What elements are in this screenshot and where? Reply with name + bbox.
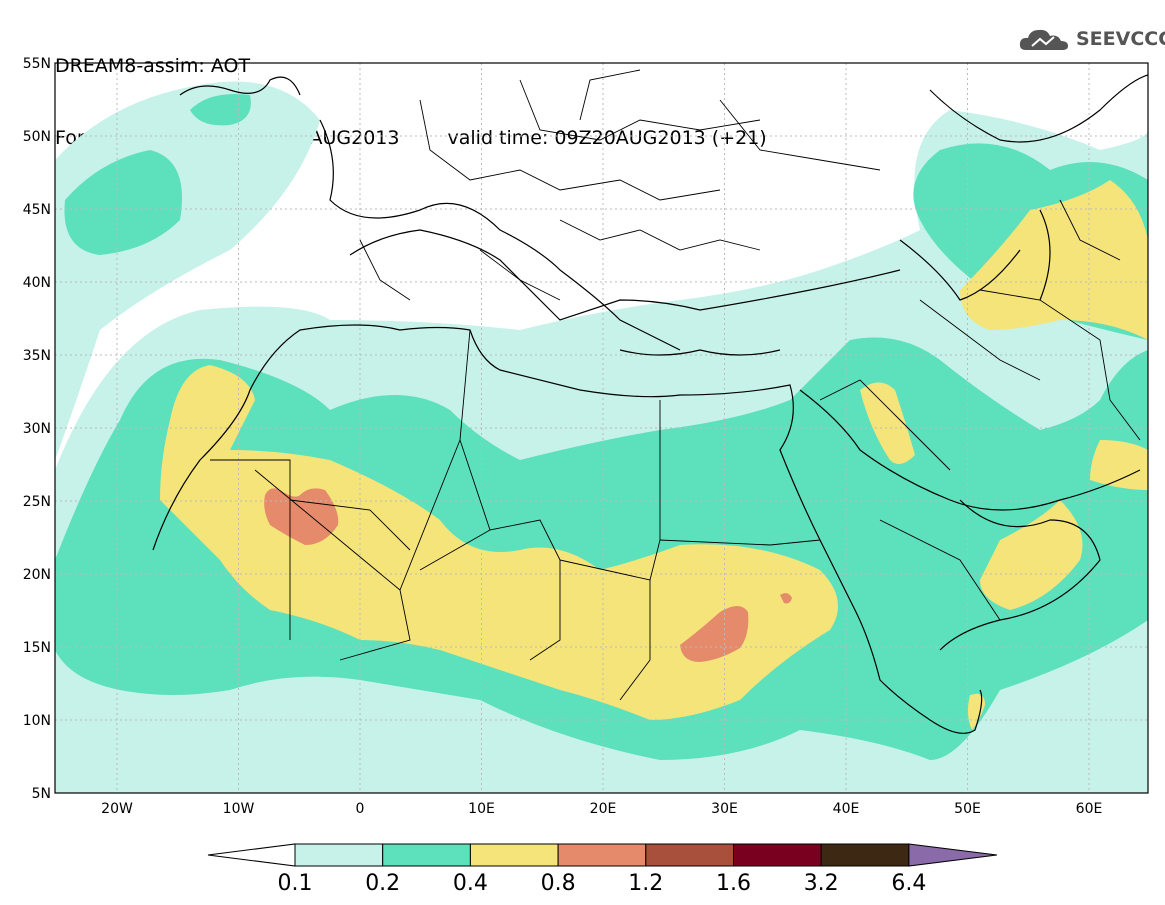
- aot-band-08: [680, 606, 749, 662]
- colorbar-label: 1.2: [628, 871, 663, 896]
- lat-tick-label: 35N: [23, 348, 51, 364]
- aot-band-04: [860, 382, 915, 464]
- lat-tick-label: 20N: [23, 567, 51, 583]
- colorbar-segment: [382, 843, 471, 867]
- aot-band-02: [55, 337, 1148, 760]
- lat-tick-label: 30N: [23, 421, 51, 437]
- aot-band-08: [264, 488, 339, 545]
- colorbar-label: 0.8: [541, 871, 576, 896]
- lon-tick-label: 10W: [223, 801, 255, 817]
- lat-tick-label: 5N: [32, 786, 51, 802]
- aot-band-08: [780, 593, 792, 604]
- lon-tick-label: 0: [356, 801, 365, 817]
- aot-band-04: [160, 365, 838, 720]
- colorbar-label: 1.6: [716, 871, 751, 896]
- seevccc-logo: SEEVCCC: [1018, 24, 1165, 54]
- title-line-1: DREAM8-assim: AOT: [55, 55, 251, 77]
- lon-tick-label: 50E: [954, 801, 981, 817]
- valid-time-label: valid time: 09Z20AUG2013 (+21): [447, 127, 767, 149]
- colorbar-segment: [645, 843, 734, 867]
- lon-tick-label: 60E: [1076, 801, 1103, 817]
- lon-tick-label: 30E: [711, 801, 738, 817]
- aot-band-04: [960, 180, 1148, 340]
- colorbar-label: 0.2: [365, 871, 400, 896]
- lat-tick-label: 10N: [23, 713, 51, 729]
- aot-field: [55, 81, 1148, 793]
- colorbar-label: 0.4: [453, 871, 488, 896]
- lon-tick-label: 20E: [590, 801, 617, 817]
- lat-tick-label: 15N: [23, 640, 51, 656]
- lon-tick-label: 40E: [833, 801, 860, 817]
- aot-band-02: [190, 94, 251, 126]
- colorbar-label: 0.1: [278, 871, 313, 896]
- cloud-icon: [1019, 29, 1068, 50]
- aot-band-04: [967, 693, 985, 730]
- lat-tick-label: 40N: [23, 275, 51, 291]
- aot-band-02: [64, 150, 182, 255]
- logo-text: SEEVCCC: [1076, 28, 1165, 50]
- colorbar-label: 6.4: [891, 871, 926, 896]
- lon-tick-label: 20W: [101, 801, 133, 817]
- plot-frame: [54, 62, 1149, 794]
- axis-labels: 55N 50N 45N 40N 35N 30N 25N 20N 15N 10N 5N 20W 10W 0 1…: [23, 56, 1103, 817]
- colorbar-segment: [294, 843, 384, 867]
- lat-tick-label: 25N: [23, 494, 51, 510]
- lon-tick-label: 10E: [468, 801, 495, 817]
- lat-tick-label: 55N: [23, 56, 51, 72]
- aot-band-04: [1090, 440, 1148, 490]
- colorbar-segment: [733, 843, 822, 867]
- lat-tick-label: 50N: [23, 129, 51, 145]
- lat-lon-grid: [55, 63, 1148, 793]
- colorbar-overflow: [908, 843, 997, 867]
- colorbar-underflow: [207, 843, 296, 867]
- colorbar-segment: [557, 843, 647, 867]
- aot-band-04: [980, 500, 1083, 610]
- colorbar-segment: [820, 843, 910, 867]
- lat-tick-label: 45N: [23, 202, 51, 218]
- colorbar-label: 3.2: [804, 871, 839, 896]
- coastlines: [152, 74, 1148, 734]
- colorbar-segment: [469, 843, 559, 867]
- colorbar: 0.1 0.2 0.4 0.8 1.2 1.6 3.2 6.4: [207, 843, 997, 896]
- country-borders: [210, 69, 1141, 701]
